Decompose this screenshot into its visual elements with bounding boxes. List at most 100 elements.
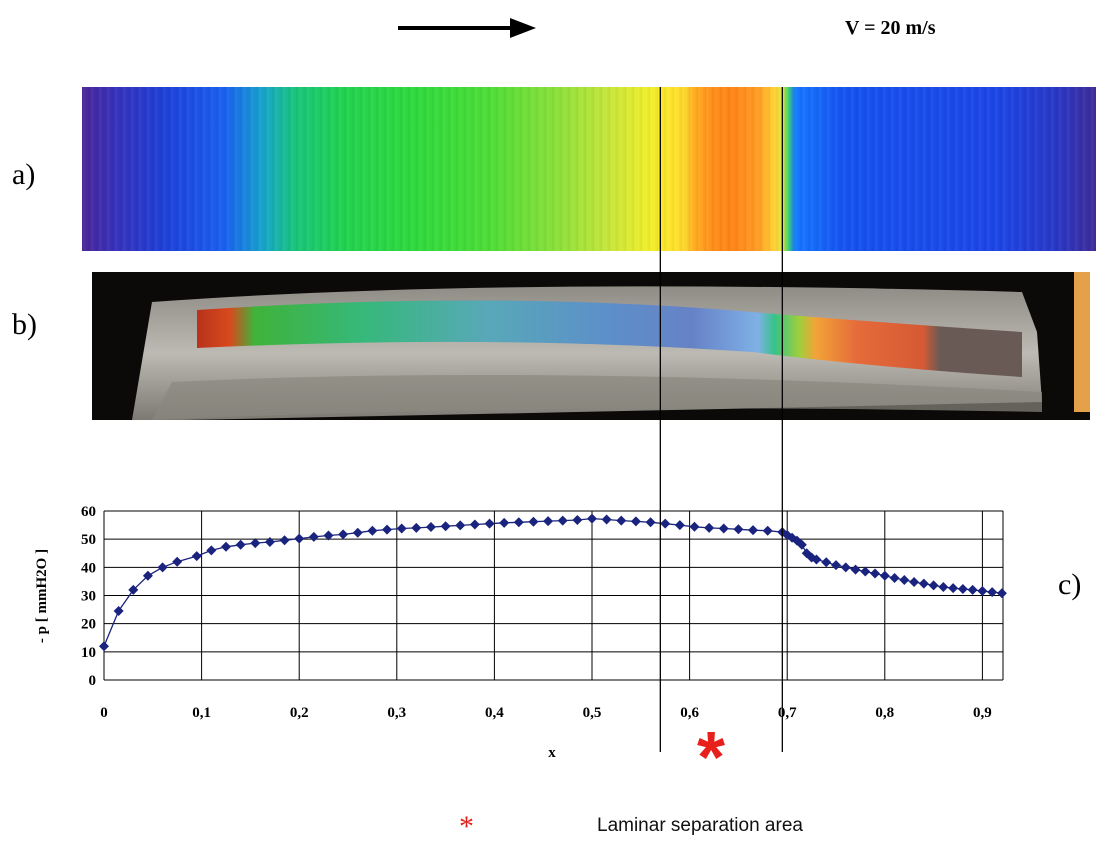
data-point-marker <box>957 584 968 595</box>
x-tick-label: 0 <box>100 705 108 721</box>
y-tick-label: 60 <box>81 504 96 520</box>
data-point-marker <box>704 522 715 533</box>
x-axis-label: x <box>548 745 556 761</box>
legend-text: Laminar separation area <box>597 815 803 836</box>
data-point-marker <box>733 524 744 535</box>
data-point-marker <box>967 584 978 595</box>
y-tick-label: 40 <box>81 560 96 576</box>
x-tick-label: 0,4 <box>485 705 504 721</box>
y-tick-label: 30 <box>81 589 96 605</box>
data-point-marker <box>250 538 261 549</box>
data-point-marker <box>909 576 920 587</box>
data-point-marker <box>674 520 685 531</box>
data-point-marker <box>484 518 495 529</box>
data-point-marker <box>938 582 949 593</box>
data-point-marker <box>367 525 378 536</box>
data-point-marker <box>977 585 988 596</box>
data-point-marker <box>762 525 773 536</box>
x-tick-label: 0,2 <box>290 705 309 721</box>
data-point-marker <box>557 515 568 526</box>
data-point-marker <box>513 517 524 528</box>
data-point-marker <box>996 588 1007 599</box>
data-point-marker <box>918 578 929 589</box>
data-point-marker <box>928 580 939 591</box>
data-point-marker <box>338 529 349 540</box>
data-point-marker <box>128 584 139 595</box>
data-point-marker <box>860 566 871 577</box>
airfoil-photo <box>92 272 1090 420</box>
data-point-marker <box>987 587 998 598</box>
x-tick-label: 0,9 <box>973 705 992 721</box>
data-point-marker <box>879 570 890 581</box>
pressure-color-map-strip <box>82 87 1096 251</box>
data-point-marker <box>323 530 334 541</box>
color-map-texture <box>82 87 1096 251</box>
data-point-marker <box>235 539 246 550</box>
x-tick-label: 0,1 <box>192 705 211 721</box>
panel-c-label: c) <box>1058 568 1082 601</box>
data-point-marker <box>206 545 217 556</box>
panel-b-label: b) <box>12 308 37 341</box>
x-tick-label: 0,3 <box>387 705 406 721</box>
separation-marker-icon: * <box>697 718 726 798</box>
data-point-marker <box>831 560 841 571</box>
data-point-marker <box>616 515 627 526</box>
series-markers <box>99 513 1007 652</box>
data-point-marker <box>811 554 822 565</box>
data-point-marker <box>796 539 807 550</box>
y-tick-label: 20 <box>81 617 96 633</box>
velocity-label: V = 20 m/s <box>845 17 936 39</box>
data-point-marker <box>689 521 700 532</box>
data-point-marker <box>528 516 539 527</box>
data-point-marker <box>821 557 832 568</box>
x-tick-label: 0,7 <box>778 705 797 721</box>
data-point-marker <box>113 605 124 616</box>
data-point-marker <box>645 517 656 528</box>
data-point-marker <box>572 515 583 526</box>
data-point-marker <box>899 575 910 586</box>
data-point-marker <box>469 519 480 530</box>
data-point-marker <box>396 523 407 534</box>
y-tick-labels: 0 10 20 30 40 50 60 <box>81 504 96 689</box>
data-point-marker <box>411 522 422 533</box>
data-point-marker <box>840 562 851 573</box>
data-point-marker <box>718 523 729 534</box>
data-point-marker <box>601 514 612 525</box>
data-point-marker <box>221 541 231 552</box>
pressure-distribution-chart: 0 10 20 30 40 50 60 0 0,1 0,2 0,3 0,4 0,5 0,6 0,7 0,8 0… <box>34 504 1007 761</box>
data-point-marker <box>889 573 900 584</box>
data-point-marker <box>191 551 202 562</box>
data-point-marker <box>279 535 290 546</box>
data-point-marker <box>425 522 436 533</box>
data-point-marker <box>630 516 641 527</box>
data-point-marker <box>440 521 451 532</box>
data-point-marker <box>499 517 510 528</box>
flow-direction-arrow-icon <box>398 18 536 38</box>
data-point-marker <box>352 527 363 538</box>
data-point-marker <box>382 524 393 535</box>
data-point-marker <box>157 562 168 573</box>
data-point-marker <box>660 518 671 529</box>
x-tick-label: 0,5 <box>583 705 602 721</box>
data-point-marker <box>99 641 109 652</box>
x-tick-label: 0,6 <box>680 705 699 721</box>
x-tick-label: 0,8 <box>875 705 894 721</box>
data-point-marker <box>948 583 959 594</box>
y-tick-label: 0 <box>89 673 97 689</box>
data-point-marker <box>294 533 305 544</box>
data-point-marker <box>850 564 861 575</box>
data-point-marker <box>308 531 319 542</box>
y-tick-label: 10 <box>81 645 96 661</box>
y-tick-label: 50 <box>81 532 96 548</box>
data-point-marker <box>587 513 597 524</box>
data-point-marker <box>264 536 275 547</box>
data-point-marker <box>543 516 554 527</box>
data-point-marker <box>748 525 759 536</box>
chart-grid <box>103 510 1004 681</box>
data-point-marker <box>870 568 881 579</box>
data-point-marker <box>142 570 153 581</box>
data-point-marker <box>455 520 466 531</box>
data-point-marker <box>172 556 183 567</box>
legend-star-icon: * <box>459 810 474 843</box>
y-axis-label: - p [ mmH2O ] <box>34 549 50 643</box>
